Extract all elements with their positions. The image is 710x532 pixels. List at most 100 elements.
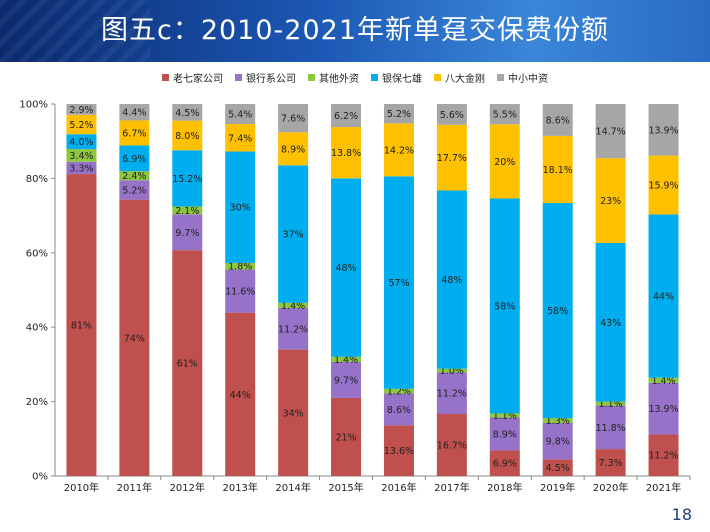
legend-swatch bbox=[308, 74, 315, 81]
bar-segment bbox=[595, 405, 626, 450]
data-label: 11.2% bbox=[437, 389, 467, 400]
bar-segment bbox=[595, 401, 626, 406]
slide-title: 图五c：2010-2021年新单趸交保费份额 bbox=[100, 15, 609, 46]
bar-segment bbox=[225, 124, 256, 152]
data-label: 2.9% bbox=[69, 105, 93, 116]
chart-legend: 老七家公司 银行系公司 其他外资 银保七雄 八大金刚 中小中资 bbox=[0, 70, 710, 85]
data-label: 4.5% bbox=[546, 463, 570, 474]
bar-segment bbox=[278, 349, 309, 476]
bar-segment bbox=[648, 377, 679, 383]
bar-segment bbox=[172, 104, 203, 121]
bar-segment bbox=[278, 302, 309, 309]
bar-segment bbox=[172, 250, 203, 476]
bar-segment bbox=[542, 203, 573, 419]
data-label: 6.2% bbox=[334, 111, 358, 122]
bar-segment bbox=[172, 214, 203, 251]
data-label: 2.4% bbox=[122, 171, 146, 182]
bar-segment bbox=[542, 459, 573, 476]
data-label: 43% bbox=[600, 318, 621, 329]
y-tick-label: 80% bbox=[26, 174, 48, 185]
bar-segment bbox=[119, 199, 150, 477]
data-label: 1.0% bbox=[440, 366, 464, 377]
bar-segment bbox=[595, 104, 626, 159]
data-label: 7.6% bbox=[281, 114, 305, 125]
legend-swatch bbox=[162, 74, 169, 81]
x-tick-label: 2010年 bbox=[64, 481, 99, 494]
bar-segment bbox=[66, 104, 97, 115]
data-label: 18.1% bbox=[543, 165, 573, 176]
x-tick-label: 2017年 bbox=[434, 481, 469, 494]
data-label: 58% bbox=[494, 301, 515, 312]
bar-segment bbox=[66, 174, 97, 476]
data-label: 13.6% bbox=[384, 446, 414, 457]
data-label: 7.3% bbox=[599, 458, 623, 469]
data-label: 5.5% bbox=[493, 110, 517, 121]
legend-item: 银行系公司 bbox=[235, 70, 296, 85]
legend-item: 银保七雄 bbox=[371, 70, 422, 85]
data-label: 1.1% bbox=[599, 399, 623, 410]
bar-segment bbox=[119, 145, 150, 172]
bar-segment bbox=[331, 361, 362, 398]
bar-segment bbox=[489, 104, 520, 125]
bar-segment bbox=[278, 132, 309, 166]
data-label: 14.2% bbox=[384, 145, 414, 156]
legend-label: 银行系公司 bbox=[246, 74, 296, 85]
data-label: 81% bbox=[71, 321, 92, 332]
bar-segment bbox=[172, 150, 203, 207]
data-label: 13.8% bbox=[331, 148, 361, 159]
y-tick-label: 40% bbox=[26, 323, 48, 334]
slide-header: 图五c：2010-2021年新单趸交保费份额 bbox=[0, 0, 710, 62]
bar-segment bbox=[331, 178, 362, 357]
header-decoration bbox=[0, 0, 150, 62]
bar-segment bbox=[225, 151, 256, 263]
bar-segment bbox=[489, 198, 520, 414]
data-label: 11.2% bbox=[278, 324, 308, 335]
data-label: 20% bbox=[494, 157, 515, 168]
bar-segment bbox=[489, 450, 520, 476]
bar-segment bbox=[436, 124, 467, 191]
bar-segment bbox=[489, 413, 520, 418]
data-label: 3.3% bbox=[69, 163, 93, 174]
bar-segment bbox=[66, 149, 97, 162]
bar-segment bbox=[436, 104, 467, 125]
bar-segment bbox=[542, 418, 573, 423]
data-label: 6.7% bbox=[122, 128, 146, 139]
bar-segment bbox=[648, 155, 679, 215]
legend-label: 银保七雄 bbox=[382, 74, 422, 85]
data-label: 2.1% bbox=[175, 206, 199, 217]
data-label: 7.4% bbox=[228, 133, 252, 144]
data-label: 5.2% bbox=[387, 109, 411, 120]
bar-segment bbox=[648, 214, 679, 378]
data-label: 9.7% bbox=[175, 228, 199, 239]
data-label: 11.6% bbox=[225, 287, 255, 298]
data-label: 8.9% bbox=[493, 429, 517, 440]
data-label: 48% bbox=[335, 263, 356, 274]
bar-segment bbox=[436, 414, 467, 476]
y-tick-label: 100% bbox=[19, 100, 48, 111]
bar-segment bbox=[648, 434, 679, 476]
bar-segment bbox=[648, 382, 679, 435]
bar-segment bbox=[489, 124, 520, 199]
data-label: 30% bbox=[230, 203, 251, 214]
bar-segment bbox=[119, 171, 150, 181]
data-label: 1.2% bbox=[387, 387, 411, 398]
legend-swatch bbox=[497, 74, 504, 81]
bar-segment bbox=[489, 417, 520, 451]
bar-segment bbox=[119, 180, 150, 200]
data-label: 57% bbox=[388, 278, 409, 289]
data-label: 15.2% bbox=[172, 174, 202, 185]
legend-label: 中小中资 bbox=[508, 74, 548, 85]
legend-label: 老七家公司 bbox=[173, 74, 223, 85]
bar-segment bbox=[595, 449, 626, 476]
legend-item: 老七家公司 bbox=[162, 70, 223, 85]
x-tick-label: 2021年 bbox=[646, 481, 681, 494]
x-tick-label: 2014年 bbox=[275, 481, 310, 494]
bar-segment bbox=[331, 356, 362, 362]
x-tick-label: 2012年 bbox=[170, 481, 205, 494]
bar-segment bbox=[436, 190, 467, 369]
bar-segment bbox=[278, 165, 309, 303]
data-label: 48% bbox=[441, 275, 462, 286]
bar-segment bbox=[383, 425, 414, 476]
legend-item: 八大金刚 bbox=[434, 70, 485, 85]
